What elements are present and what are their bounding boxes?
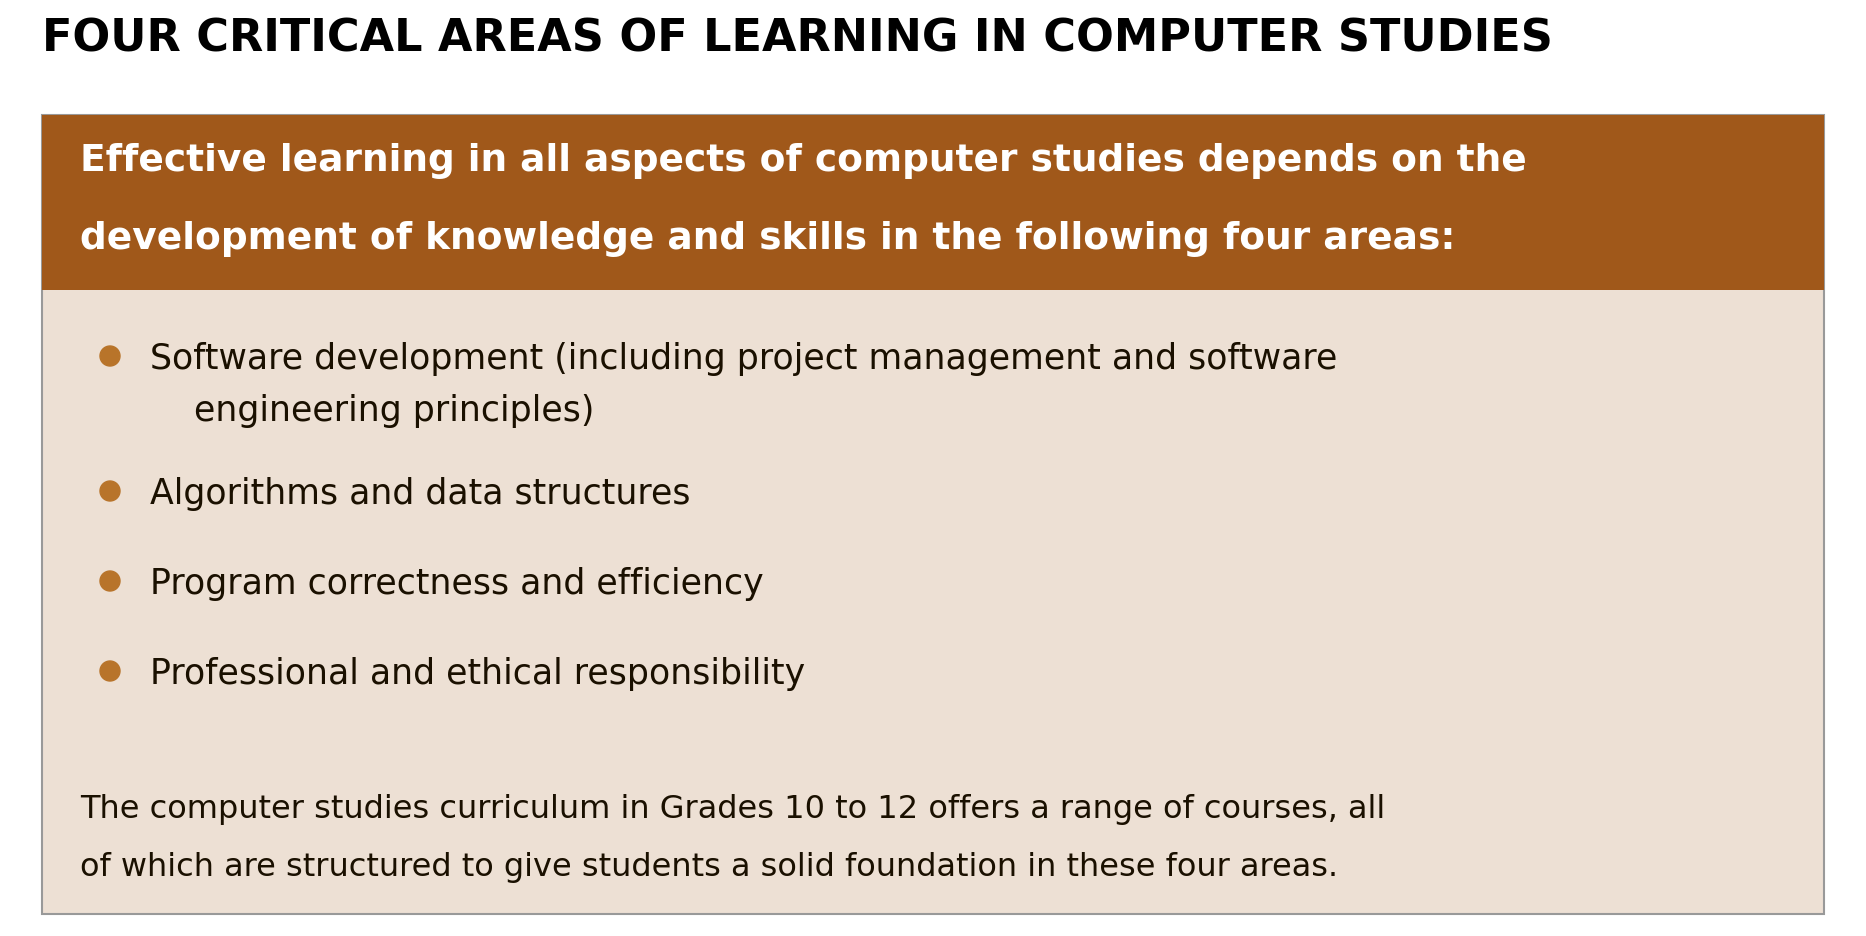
Text: Algorithms and data structures: Algorithms and data structures — [149, 477, 690, 511]
Circle shape — [101, 481, 119, 501]
Text: Effective learning in all aspects of computer studies depends on the: Effective learning in all aspects of com… — [80, 143, 1526, 179]
Text: Program correctness and efficiency: Program correctness and efficiency — [149, 567, 763, 601]
FancyBboxPatch shape — [43, 115, 1823, 914]
Text: FOUR CRITICAL AREAS OF LEARNING IN COMPUTER STUDIES: FOUR CRITICAL AREAS OF LEARNING IN COMPU… — [43, 18, 1553, 61]
Text: of which are structured to give students a solid foundation in these four areas.: of which are structured to give students… — [80, 852, 1338, 883]
FancyBboxPatch shape — [43, 115, 1823, 290]
Text: Software development (including project management and software: Software development (including project … — [149, 342, 1338, 376]
Text: development of knowledge and skills in the following four areas:: development of knowledge and skills in t… — [80, 221, 1455, 257]
Text: The computer studies curriculum in Grades 10 to 12 offers a range of courses, al: The computer studies curriculum in Grade… — [80, 794, 1385, 825]
Text: Professional and ethical responsibility: Professional and ethical responsibility — [149, 657, 806, 691]
Circle shape — [101, 346, 119, 366]
Circle shape — [101, 571, 119, 591]
Text: engineering principles): engineering principles) — [149, 394, 595, 428]
Circle shape — [101, 661, 119, 681]
